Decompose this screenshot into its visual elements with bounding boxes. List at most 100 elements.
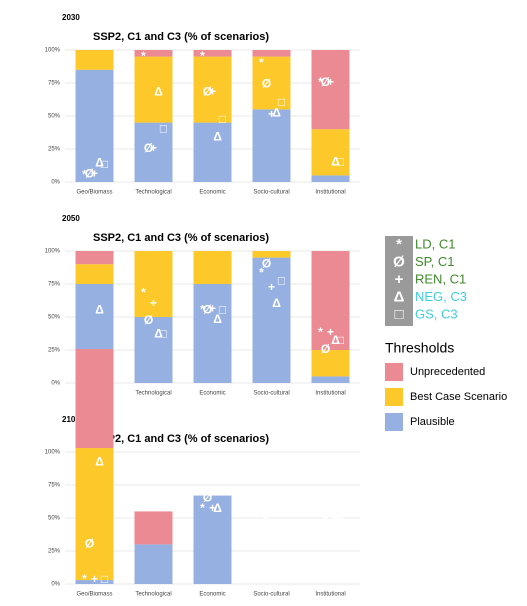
y-tick-label: 100% xyxy=(45,249,61,255)
y-tick-label: 25% xyxy=(48,147,61,153)
scenario-marker: + xyxy=(268,508,275,522)
bar-segment xyxy=(252,251,291,258)
bar-segment xyxy=(75,69,114,182)
scenario-marker: Ø xyxy=(203,490,212,504)
y-tick-label: 50% xyxy=(48,114,61,120)
scenario-marker: □ xyxy=(101,157,108,171)
y-tick-label: 25% xyxy=(48,549,61,555)
scenario-marker: * xyxy=(259,266,264,280)
x-tick-label: Technological xyxy=(135,190,171,196)
scenario-marker: * xyxy=(200,501,205,515)
scenario-marker: Δ xyxy=(272,498,281,512)
scenario-marker: Δ xyxy=(331,508,340,522)
scenario-marker: + xyxy=(91,572,98,586)
bar-segment xyxy=(134,50,173,57)
scenario-marker: + xyxy=(91,166,98,180)
scenario-marker: Δ xyxy=(213,501,222,515)
y-tick-label: 75% xyxy=(48,483,61,489)
scenario-marker: Δ xyxy=(154,326,163,340)
scenario-marker: Ø xyxy=(144,455,153,469)
bar-segment xyxy=(252,56,291,110)
legend-label: Best Case Scenario xyxy=(410,391,507,403)
scenario-marker: * xyxy=(259,55,264,69)
scenario-marker: + xyxy=(327,325,334,339)
bar-segment xyxy=(75,50,114,70)
scenario-marker: □ xyxy=(278,95,285,109)
bar-segment xyxy=(134,317,173,383)
y-tick-label: 75% xyxy=(48,81,61,87)
scenario-marker: * xyxy=(82,168,87,182)
scenario-marker: Ø xyxy=(203,84,212,98)
x-tick-label: Geo/Biomass xyxy=(76,190,112,196)
legend-label: Plausible xyxy=(410,416,455,428)
legend-symbol: Ø xyxy=(393,253,405,270)
scenario-marker: * xyxy=(141,49,146,63)
y-tick-label: 0% xyxy=(51,381,60,387)
scenario-marker: + xyxy=(268,107,275,121)
bar-segment xyxy=(134,56,173,123)
scenario-marker: □ xyxy=(160,326,167,340)
bar-segment xyxy=(252,109,291,182)
scenario-marker: + xyxy=(209,84,216,98)
bar-segment xyxy=(75,580,114,584)
scenario-marker: Δ xyxy=(331,154,340,168)
bar-segment xyxy=(311,350,350,377)
x-tick-label: Socio-cultural xyxy=(253,391,289,397)
x-tick-label: Socio-cultural xyxy=(253,190,289,196)
y-tick-label: 100% xyxy=(45,450,61,456)
scenario-marker: Δ xyxy=(95,156,104,170)
bar-segment xyxy=(311,175,350,182)
legend-label: REN, C1 xyxy=(415,271,466,286)
chart-title: SSP2, C1 and C3 (% of scenarios) xyxy=(93,31,269,43)
x-tick-label: Technological xyxy=(135,592,171,598)
scenario-marker: + xyxy=(327,75,334,89)
bar-segment xyxy=(193,284,232,383)
scenario-marker: □ xyxy=(337,154,344,168)
scenario-marker: + xyxy=(209,301,216,315)
legend-swatch xyxy=(385,388,403,406)
bar-segment xyxy=(134,511,173,545)
scenario-marker: □ xyxy=(278,498,285,512)
scenario-marker: Ø xyxy=(321,75,330,89)
legend-symbol: □ xyxy=(394,306,403,323)
legend-title: Thresholds xyxy=(385,340,454,356)
chart-title: SSP2, C1 and C3 (% of scenarios) xyxy=(93,433,269,445)
legend-label: GS, C3 xyxy=(415,306,458,321)
scenario-marker: + xyxy=(150,455,157,469)
y-tick-label: 50% xyxy=(48,516,61,522)
scenario-marker: □ xyxy=(278,274,285,288)
scenario-marker: * xyxy=(141,468,146,482)
scenario-marker: □ xyxy=(160,455,167,469)
scenario-marker: * xyxy=(200,49,205,63)
x-tick-label: Institutional xyxy=(315,391,345,397)
bar-segment xyxy=(75,448,114,581)
scenario-marker: □ xyxy=(160,121,167,135)
year-label: 2030 xyxy=(62,13,80,22)
year-label: 2100 xyxy=(62,415,80,424)
x-tick-label: Technological xyxy=(135,391,171,397)
scenario-marker: * xyxy=(141,285,146,299)
scenario-marker: * xyxy=(82,572,87,586)
scenario-marker: Δ xyxy=(154,461,163,475)
y-tick-label: 100% xyxy=(45,48,61,54)
bar-segment xyxy=(193,495,232,584)
x-tick-label: Institutional xyxy=(315,190,345,196)
scenario-marker: Δ xyxy=(95,303,104,317)
legend-swatch xyxy=(385,363,403,381)
x-tick-label: Economic xyxy=(199,391,225,397)
bar-segment xyxy=(134,122,173,182)
x-tick-label: Economic xyxy=(199,592,225,598)
legend-symbol: * xyxy=(396,236,402,253)
scenario-marker: Δ xyxy=(272,296,281,310)
bar-segment xyxy=(193,251,232,284)
legend-swatch xyxy=(385,413,403,431)
scenario-marker: * xyxy=(200,303,205,317)
scenario-marker: Ø xyxy=(85,166,94,180)
scenario-marker: * xyxy=(259,508,264,522)
scenario-marker: Δ xyxy=(272,106,281,120)
scenario-marker: * xyxy=(318,521,323,535)
scenario-marker: □ xyxy=(219,303,226,317)
scenario-marker: □ xyxy=(219,112,226,126)
x-tick-label: Economic xyxy=(199,190,225,196)
scenario-marker: * xyxy=(318,325,323,339)
